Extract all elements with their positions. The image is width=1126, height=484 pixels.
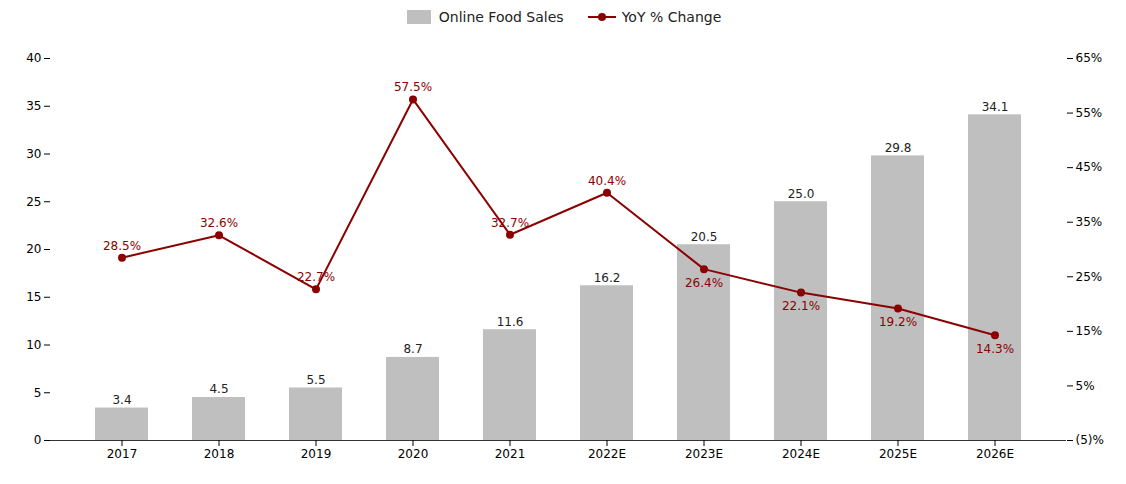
svg-text:22.1%: 22.1% (782, 299, 820, 313)
svg-text:8.7: 8.7 (403, 342, 422, 356)
svg-text:32.7%: 32.7% (491, 216, 529, 230)
svg-text:15%: 15% (1076, 324, 1103, 338)
svg-text:11.6: 11.6 (497, 315, 524, 329)
svg-text:2018: 2018 (204, 447, 235, 461)
svg-text:20.5: 20.5 (691, 230, 718, 244)
html-text:Online Food Sales: Online Food Sales (438, 9, 564, 25)
svg-text:4.5: 4.5 (209, 382, 228, 396)
svg-text:10: 10 (26, 338, 41, 352)
svg-text:29.8: 29.8 (885, 141, 912, 155)
svg-text:5.5: 5.5 (306, 373, 325, 387)
svg-text:32.6%: 32.6% (200, 216, 238, 230)
svg-text:40: 40 (26, 51, 41, 65)
svg-text:2017: 2017 (107, 447, 138, 461)
svg-text:26.4%: 26.4% (685, 276, 723, 290)
svg-text:40.4%: 40.4% (588, 174, 626, 188)
svg-text:35: 35 (26, 99, 41, 113)
svg-text:22.7%: 22.7% (297, 270, 335, 284)
svg-text:2023E: 2023E (685, 447, 723, 461)
svg-text:28.5%: 28.5% (103, 239, 141, 253)
svg-text:2024E: 2024E (782, 447, 820, 461)
svg-text:34.1: 34.1 (982, 100, 1009, 114)
svg-text:25: 25 (26, 195, 41, 209)
svg-text:2022E: 2022E (588, 447, 626, 461)
svg-text:2026E: 2026E (976, 447, 1014, 461)
svg-text:20: 20 (26, 242, 41, 256)
svg-text:25.0: 25.0 (788, 187, 815, 201)
svg-text:2025E: 2025E (879, 447, 917, 461)
svg-text:30: 30 (26, 147, 41, 161)
svg-text:0: 0 (34, 433, 42, 447)
svg-text:35%: 35% (1076, 215, 1103, 229)
svg-text:15: 15 (26, 290, 41, 304)
html-text:YoY % Change: YoY % Change (621, 9, 722, 25)
svg-text:2019: 2019 (301, 447, 332, 461)
svg-text:(5)%: (5)% (1076, 433, 1104, 447)
svg-text:14.3%: 14.3% (976, 342, 1014, 356)
svg-text:19.2%: 19.2% (879, 315, 917, 329)
svg-text:57.5%: 57.5% (394, 80, 432, 94)
svg-text:16.2: 16.2 (594, 271, 621, 285)
svg-text:65%: 65% (1076, 51, 1103, 65)
svg-text:55%: 55% (1076, 106, 1103, 120)
svg-text:2021: 2021 (495, 447, 526, 461)
svg-text:5%: 5% (1076, 379, 1095, 393)
svg-text:45%: 45% (1076, 160, 1103, 174)
svg-text:25%: 25% (1076, 270, 1103, 284)
svg-text:5: 5 (34, 386, 42, 400)
svg-text:2020: 2020 (398, 447, 429, 461)
svg-text:3.4: 3.4 (112, 393, 131, 407)
